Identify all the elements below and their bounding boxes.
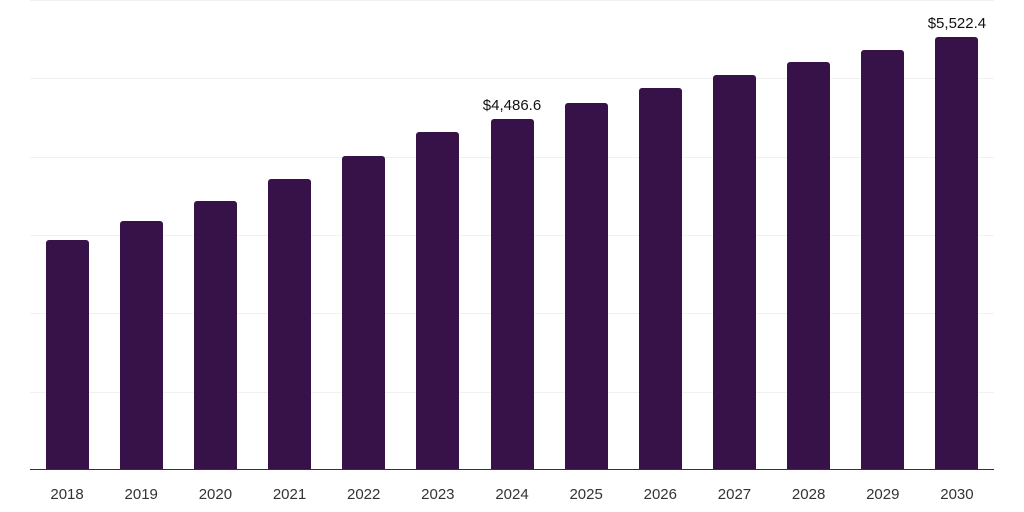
bar-2023[interactable]	[416, 131, 460, 470]
x-tick-label: 2019	[124, 486, 158, 503]
x-tick-label: 2029	[866, 486, 900, 503]
bar-2026[interactable]	[638, 87, 682, 470]
x-tick-label: 2018	[50, 486, 84, 503]
bar-2025[interactable]	[564, 102, 608, 470]
bar-2030[interactable]	[935, 37, 979, 470]
value-label: $5,522.4	[927, 15, 987, 33]
x-tick-label: 2028	[791, 486, 826, 503]
x-tick-label: 2030	[940, 486, 974, 503]
bar-2024[interactable]	[490, 118, 534, 470]
x-tick-label: 2020	[198, 486, 233, 503]
bar-2027[interactable]	[712, 74, 756, 470]
x-tick-label: 2026	[643, 486, 677, 503]
bar-2022[interactable]	[342, 155, 386, 470]
x-axis-line	[30, 469, 994, 470]
x-tick-label: 2025	[569, 486, 603, 503]
bar-2029[interactable]	[861, 49, 905, 470]
bar-2019[interactable]	[119, 220, 163, 470]
x-tick-label: 2022	[347, 486, 381, 503]
bar-2020[interactable]	[193, 200, 237, 470]
bar-2028[interactable]	[787, 61, 831, 470]
value-label: $4,486.6	[482, 96, 542, 114]
bar-2021[interactable]	[268, 178, 312, 470]
x-tick-label: 2027	[717, 486, 752, 503]
x-tick-label: 2021	[272, 486, 307, 503]
gridline	[30, 78, 994, 79]
gridline	[30, 0, 994, 1]
x-tick-label: 2023	[421, 486, 455, 503]
x-tick-label: 2024	[495, 486, 529, 503]
bar-2018[interactable]	[45, 239, 89, 470]
